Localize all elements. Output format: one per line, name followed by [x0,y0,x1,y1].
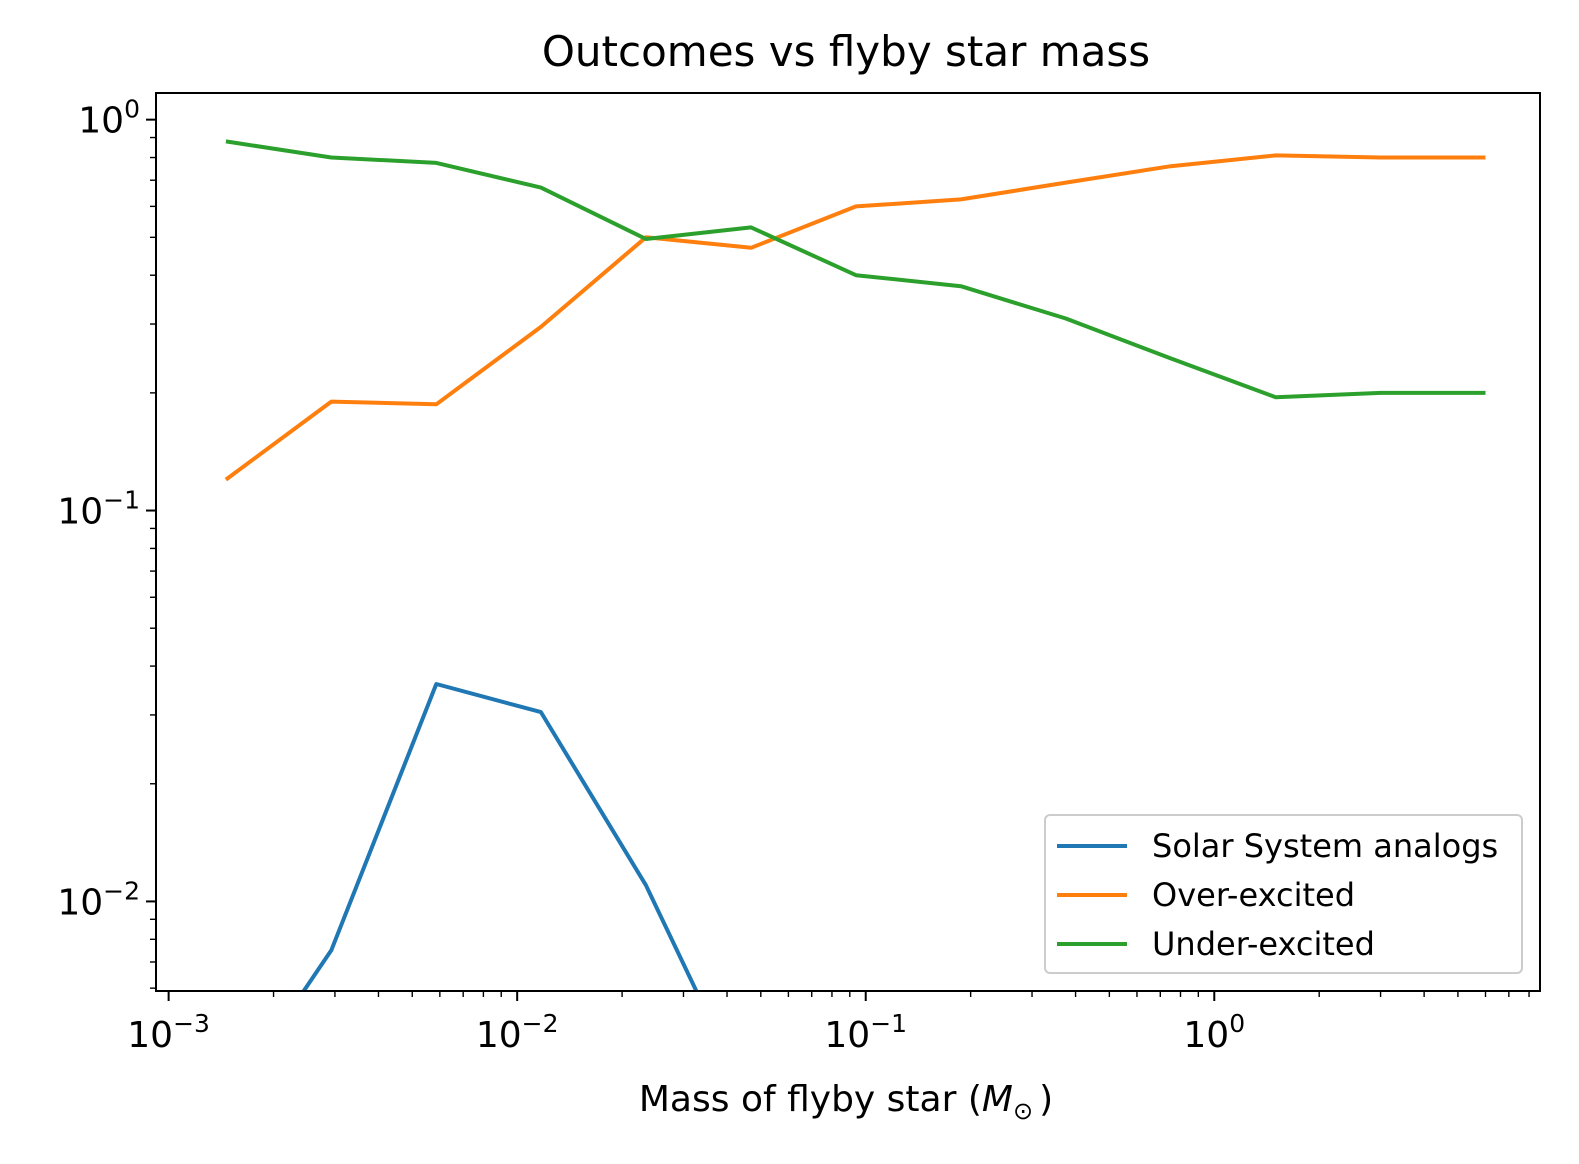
y-axis-ticks: 10−2 10−1 100 [57,95,156,989]
x-tick-label: 10−3 [127,1009,210,1056]
x-tick-label: 100 [1183,1009,1245,1056]
x-axis-label-symbol: M [982,1079,1013,1120]
x-axis-label-subscript: ⊙ [1013,1097,1033,1125]
series-line-2 [224,153,1486,482]
legend-box [1044,814,1523,974]
x-axis-label-suffix: ) [1039,1079,1053,1120]
x-tick-label: 10−2 [476,1009,559,1056]
y-tick-label: 10−1 [57,486,140,533]
plot-frame [155,92,1541,992]
series-line-3 [225,139,1486,400]
legend-label-2: Over-excited [1152,876,1355,914]
legend-label-3: Under-excited [1152,925,1375,963]
x-tick-label: 10−1 [824,1009,907,1056]
x-axis-label: Mass of flyby star (M⊙) [639,1079,1053,1125]
series-line-1 [301,682,699,991]
y-tick-label: 10−2 [57,876,140,923]
x-axis-ticks: 10−3 10−2 10−1 100 [127,991,1530,1056]
x-axis-label-prefix: Mass of flyby star ( [639,1079,982,1120]
chart-title: Outcomes vs flyby star mass [542,27,1150,76]
y-tick-label: 100 [78,95,140,142]
series-layer [224,139,1486,991]
legend: Solar System analogs Over-excited Under-ex… [1044,814,1523,974]
legend-label-1: Solar System analogs [1152,827,1498,865]
